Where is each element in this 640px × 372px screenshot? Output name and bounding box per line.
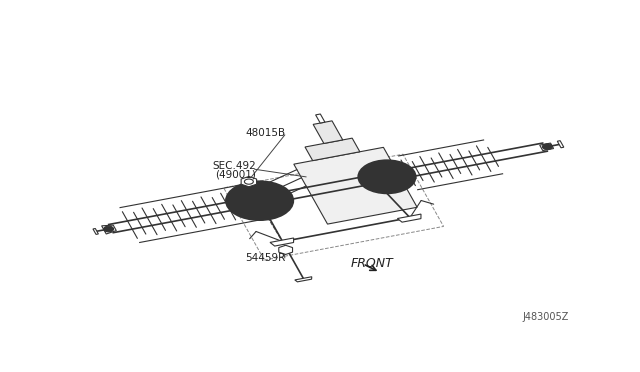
Polygon shape (557, 141, 564, 148)
Polygon shape (241, 176, 257, 187)
Text: 54459R: 54459R (246, 253, 286, 263)
Text: J483005Z: J483005Z (522, 312, 568, 323)
Polygon shape (294, 147, 417, 224)
Polygon shape (93, 228, 99, 234)
Circle shape (542, 144, 552, 150)
Text: 48015B: 48015B (246, 128, 286, 138)
Polygon shape (270, 238, 294, 246)
Polygon shape (279, 245, 292, 254)
Circle shape (104, 226, 114, 232)
Polygon shape (540, 143, 554, 151)
Circle shape (226, 181, 293, 220)
Circle shape (369, 167, 405, 187)
Polygon shape (295, 277, 312, 282)
Text: (49001): (49001) (215, 170, 256, 180)
Polygon shape (313, 121, 343, 144)
Circle shape (239, 189, 280, 213)
Text: SEC.492: SEC.492 (212, 161, 256, 171)
Polygon shape (316, 114, 325, 123)
Text: FRONT: FRONT (350, 257, 393, 270)
Polygon shape (397, 214, 421, 222)
Polygon shape (102, 225, 116, 234)
Polygon shape (305, 138, 360, 161)
Circle shape (358, 160, 416, 193)
